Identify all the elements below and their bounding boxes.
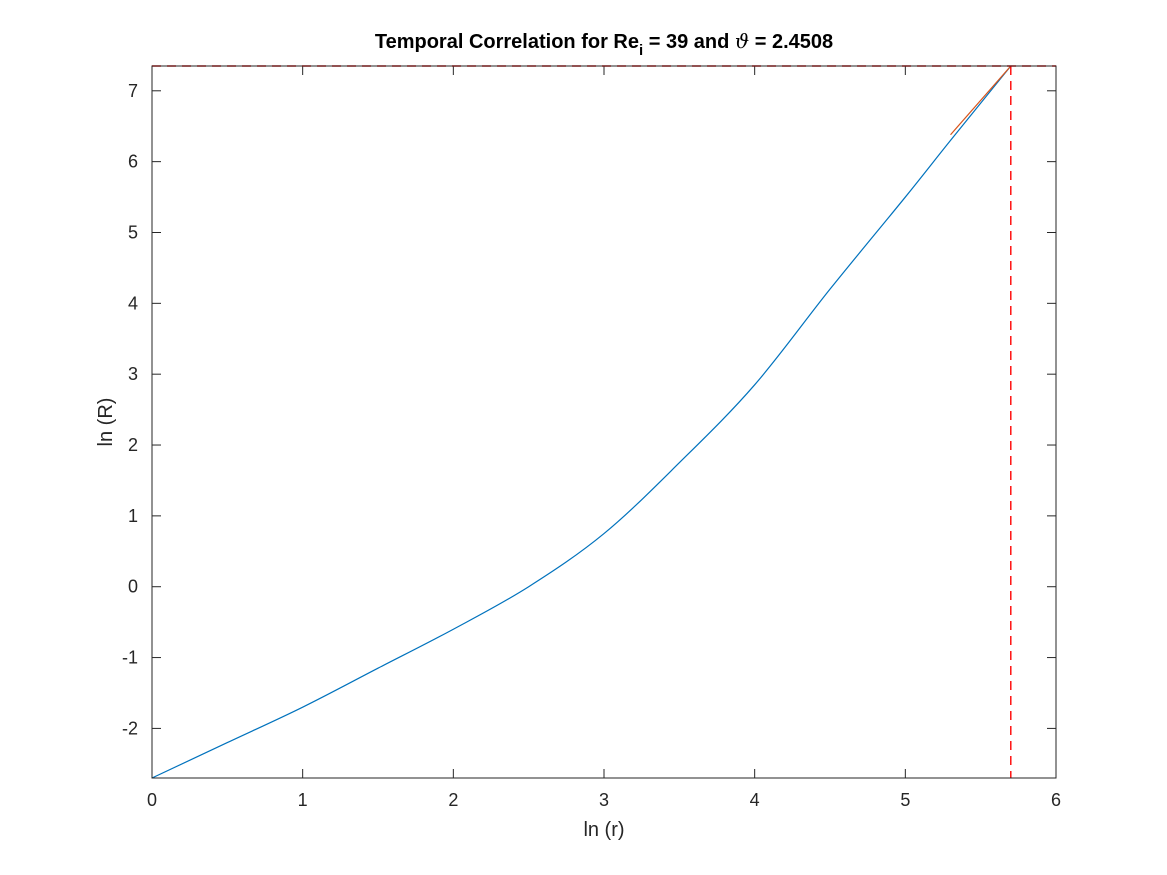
y-tick-label: 3 — [128, 364, 138, 384]
y-tick-label: -1 — [122, 648, 138, 668]
x-tick-label: 5 — [900, 790, 910, 810]
x-axis-label: ln (r) — [583, 819, 624, 841]
y-tick-label: 0 — [128, 577, 138, 597]
axes-frame — [151, 65, 1057, 779]
x-tick-label: 4 — [750, 790, 760, 810]
chart-title: Temporal Correlation for Rei = 39 and ϑ … — [375, 29, 833, 59]
axes-box — [151, 65, 1057, 779]
series-line-2 — [950, 65, 1012, 136]
y-tick-label: 7 — [128, 81, 138, 101]
x-tick-label: 0 — [147, 790, 157, 810]
y-tick-label: -2 — [122, 718, 138, 738]
x-tick-label: 2 — [448, 790, 458, 810]
tick-labels: 0 1 2 3 4 5 6 -2 -1 0 1 2 3 4 5 6 7 — [122, 81, 1061, 810]
y-tick-label: 4 — [128, 293, 138, 313]
x-tick-label: 3 — [599, 790, 609, 810]
plot-area — [152, 66, 1056, 778]
y-tick-label: 2 — [128, 435, 138, 455]
series-line-1 — [151, 65, 1012, 779]
y-axis-label: ln (R) — [95, 398, 117, 447]
y-tick-label: 1 — [128, 506, 138, 526]
title-subscript: i — [639, 42, 643, 59]
x-tick-label: 6 — [1051, 790, 1061, 810]
title-symbol: ϑ — [735, 29, 749, 53]
y-tick-label: 5 — [128, 222, 138, 242]
plot-background — [152, 66, 1056, 778]
x-tick-label: 1 — [298, 790, 308, 810]
y-tick-label: 6 — [128, 152, 138, 172]
series-layer — [151, 65, 1012, 779]
